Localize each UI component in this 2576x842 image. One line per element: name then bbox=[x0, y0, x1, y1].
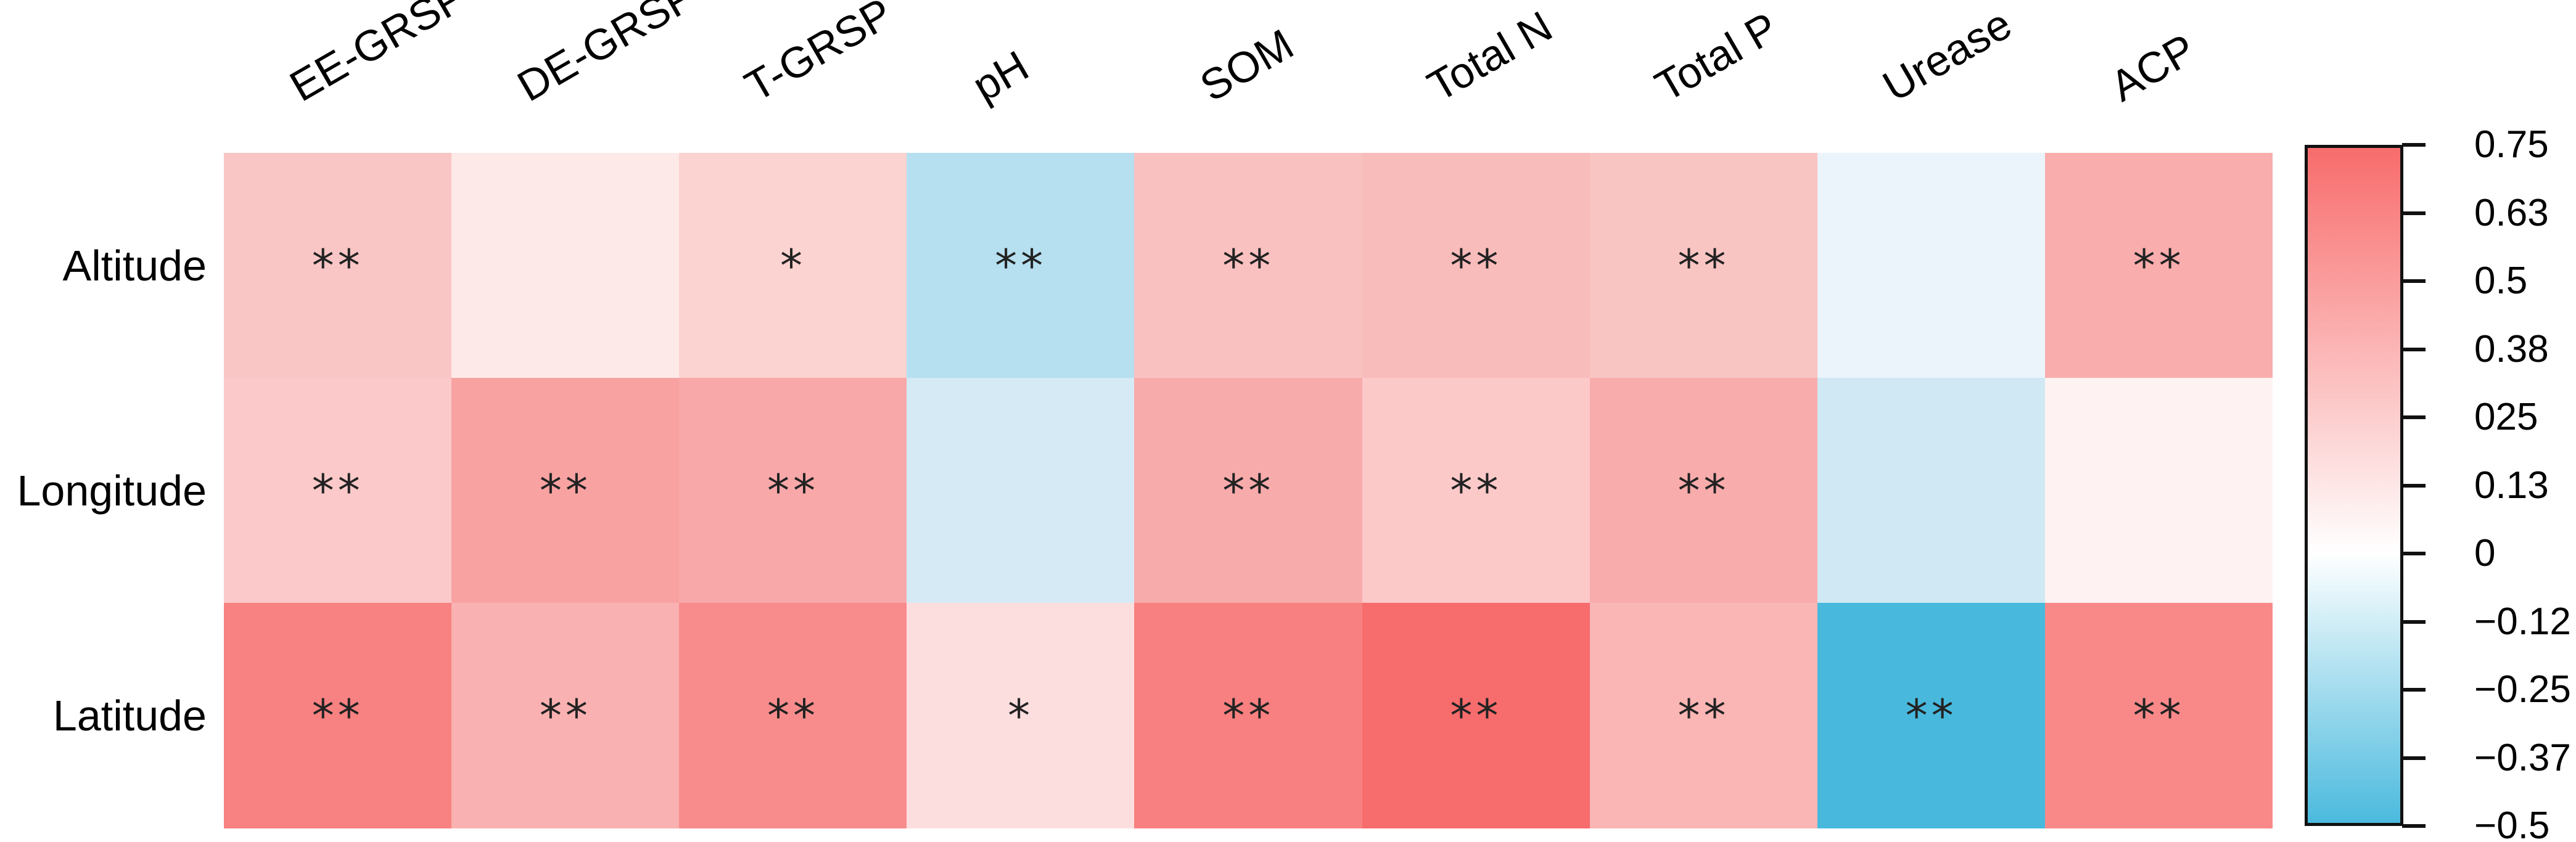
heatmap-cell: ** bbox=[451, 378, 680, 603]
heatmap-cell: ** bbox=[451, 603, 680, 828]
heatmap-cell: ** bbox=[679, 603, 907, 828]
significance-stars: ** bbox=[1222, 464, 1275, 517]
significance-stars: ** bbox=[311, 464, 364, 517]
heatmap-cell: ** bbox=[1817, 603, 2046, 828]
colorbar-tick bbox=[2402, 824, 2426, 828]
colorbar-tick bbox=[2402, 619, 2426, 624]
heatmap-cell: ** bbox=[1589, 378, 1818, 603]
significance-stars: ** bbox=[1677, 464, 1730, 517]
heatmap-cell: ** bbox=[2044, 153, 2273, 378]
col-label-urease: Urease bbox=[1875, 0, 2020, 111]
significance-stars: ** bbox=[539, 464, 591, 517]
heatmap-cell bbox=[1817, 378, 2046, 603]
significance-stars: ** bbox=[1677, 689, 1730, 742]
heatmap-cell: ** bbox=[1589, 603, 1818, 828]
significance-stars: ** bbox=[311, 689, 364, 742]
heatmap-cell: ** bbox=[1362, 153, 1590, 378]
significance-stars: ** bbox=[1222, 689, 1275, 742]
significance-stars: ** bbox=[767, 464, 820, 517]
colorbar-tick bbox=[2402, 688, 2426, 692]
significance-stars: * bbox=[780, 239, 807, 292]
colorbar-tick bbox=[2402, 483, 2426, 488]
significance-stars: ** bbox=[995, 239, 1047, 292]
heatmap-cell: ** bbox=[224, 378, 452, 603]
heatmap-cell: ** bbox=[1134, 603, 1363, 828]
heatmap-cell: ** bbox=[1362, 603, 1590, 828]
colorbar-gradient bbox=[2305, 145, 2403, 826]
heatmap-cell: * bbox=[679, 153, 907, 378]
heatmap-cell: ** bbox=[224, 603, 452, 828]
significance-stars: ** bbox=[1450, 464, 1502, 517]
heatmap-cell: ** bbox=[907, 153, 1135, 378]
significance-stars: ** bbox=[1222, 239, 1275, 292]
heatmap-cell bbox=[451, 153, 680, 378]
significance-stars: ** bbox=[539, 689, 591, 742]
significance-stars: ** bbox=[2133, 689, 2185, 742]
row-label-latitude: Latitude bbox=[52, 691, 207, 740]
heatmap-cell: ** bbox=[1134, 153, 1363, 378]
significance-stars: * bbox=[1008, 689, 1034, 742]
colorbar-tick-label: 0.63 bbox=[2474, 191, 2549, 234]
col-label-total-p: Total P bbox=[1647, 2, 1786, 111]
colorbar-tick bbox=[2402, 756, 2426, 760]
significance-stars: ** bbox=[2133, 239, 2185, 292]
heatmap-cell: ** bbox=[224, 153, 452, 378]
row-label-longitude: Longitude bbox=[17, 466, 207, 515]
heatmap-cell: ** bbox=[1589, 153, 1818, 378]
colorbar-tick bbox=[2402, 415, 2426, 419]
row-label-altitude: Altitude bbox=[62, 241, 207, 290]
colorbar-tick-label: 0.5 bbox=[2474, 260, 2528, 302]
colorbar-tick bbox=[2402, 347, 2426, 351]
heatmap-cell bbox=[1817, 153, 2046, 378]
significance-stars: ** bbox=[1677, 239, 1730, 292]
colorbar-tick-label: 0.75 bbox=[2474, 123, 2549, 166]
significance-stars: ** bbox=[311, 239, 364, 292]
colorbar-tick-label: −0.5 bbox=[2474, 804, 2550, 842]
col-label-de-grsp: DE-GRSP bbox=[509, 0, 704, 111]
colorbar-tick bbox=[2402, 552, 2426, 555]
col-label-ph: pH bbox=[964, 41, 1037, 111]
colorbar-tick bbox=[2402, 211, 2426, 215]
significance-stars: ** bbox=[1450, 239, 1502, 292]
heatmap-cell: ** bbox=[2044, 603, 2273, 828]
colorbar-tick-label: 0.13 bbox=[2474, 464, 2549, 507]
heatmap-cell bbox=[907, 378, 1135, 603]
colorbar-tick-label: 0.38 bbox=[2474, 327, 2549, 370]
colorbar-tick bbox=[2402, 143, 2426, 147]
significance-stars: ** bbox=[1905, 689, 1957, 742]
colorbar-tick-label: −0.12 bbox=[2474, 600, 2571, 643]
col-label-t-grsp: T-GRSP bbox=[736, 0, 900, 111]
heatmap-cell: * bbox=[907, 603, 1135, 828]
colorbar-tick-label: −0.25 bbox=[2474, 668, 2571, 711]
heatmap-cell: ** bbox=[1362, 378, 1590, 603]
col-label-acp: ACP bbox=[2102, 24, 2204, 111]
significance-stars: ** bbox=[1450, 689, 1502, 742]
heatmap-cell: ** bbox=[1134, 378, 1363, 603]
colorbar-tick-label: 0 bbox=[2474, 532, 2496, 574]
colorbar-tick-label: 025 bbox=[2474, 396, 2538, 438]
heatmap-cell bbox=[2044, 378, 2273, 603]
col-label-ee-grsp: EE-GRSP bbox=[281, 0, 474, 111]
col-label-total-n: Total N bbox=[1420, 1, 1560, 111]
heatmap-cell: ** bbox=[679, 378, 907, 603]
colorbar-tick bbox=[2402, 279, 2426, 283]
col-label-som: SOM bbox=[1192, 20, 1302, 111]
significance-stars: ** bbox=[767, 689, 820, 742]
colorbar-tick-label: −0.37 bbox=[2474, 736, 2571, 779]
